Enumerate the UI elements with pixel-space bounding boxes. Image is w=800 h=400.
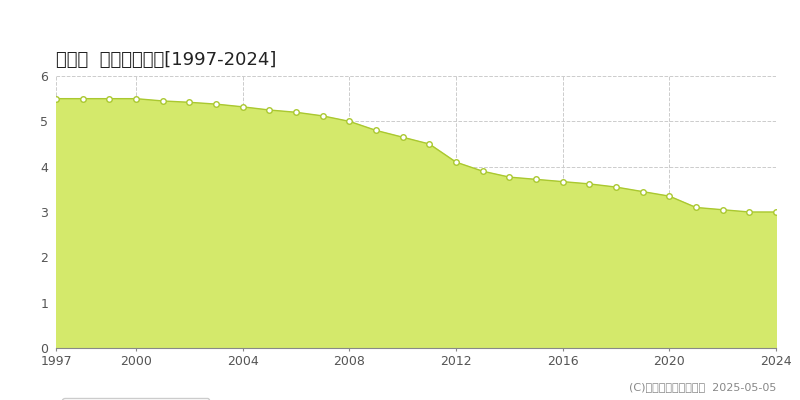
- Text: 住田町  基準地価推移[1997-2024]: 住田町 基準地価推移[1997-2024]: [56, 51, 276, 69]
- Text: (C)土地価格ドットコム  2025-05-05: (C)土地価格ドットコム 2025-05-05: [629, 382, 776, 392]
- Legend: 基準地価  平均坪単価(万円/坪): 基準地価 平均坪単価(万円/坪): [62, 398, 210, 400]
